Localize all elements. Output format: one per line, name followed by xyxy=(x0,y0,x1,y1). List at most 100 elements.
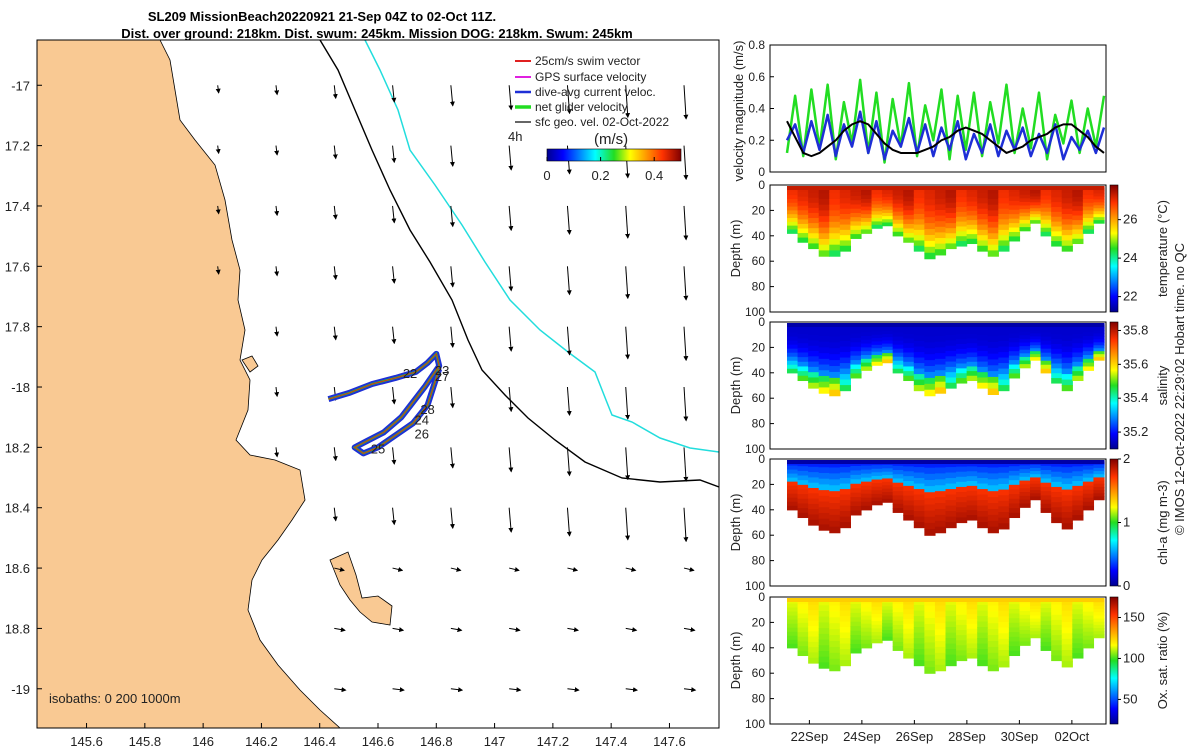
section-cell xyxy=(924,389,936,397)
section-cell xyxy=(903,495,915,502)
section-cell xyxy=(818,616,830,623)
section-surface-cell xyxy=(845,598,851,602)
section-cell xyxy=(956,655,968,662)
section-cell xyxy=(966,461,978,468)
section-cell xyxy=(1030,357,1042,361)
section-cell xyxy=(871,631,883,637)
time-x-tick-label: 30Sep xyxy=(1001,729,1039,744)
section-surface-cell xyxy=(1061,598,1068,602)
section-cell xyxy=(1072,485,1084,492)
section-cell xyxy=(797,210,809,216)
section-surface-cell xyxy=(818,323,825,327)
section-surface-cell xyxy=(823,323,830,327)
section-surface-cell xyxy=(950,598,957,602)
section-cell xyxy=(998,644,1010,651)
section-cell xyxy=(882,356,894,361)
section-cell xyxy=(839,605,851,612)
track-day-label: 25 xyxy=(371,441,385,456)
section-cell xyxy=(808,503,820,510)
section-cell xyxy=(956,624,968,631)
section-cell xyxy=(1008,646,1021,652)
section-cell xyxy=(882,330,894,335)
section-surface-cell xyxy=(855,460,862,464)
section-surface-cell xyxy=(860,598,867,602)
section-cell xyxy=(808,361,820,368)
section-cell xyxy=(1093,351,1105,355)
section-cell xyxy=(818,358,830,366)
section-surface-cell xyxy=(1045,323,1052,327)
section-cell xyxy=(1019,476,1031,482)
section-cell xyxy=(966,619,978,625)
section-cell xyxy=(1093,202,1105,206)
section-cell xyxy=(1082,631,1095,637)
section-cell xyxy=(903,515,915,521)
section-cell xyxy=(1051,373,1063,379)
section-cell xyxy=(1093,217,1105,221)
section-cell xyxy=(850,333,862,339)
section-cell xyxy=(892,215,904,221)
section-cell xyxy=(1072,599,1084,606)
velocity-y-tick-label: 0.4 xyxy=(748,102,765,116)
current-arrow xyxy=(509,627,521,633)
section-cell xyxy=(1019,465,1031,470)
section-cell xyxy=(797,475,809,481)
section-cell xyxy=(956,614,968,621)
current-arrow xyxy=(508,85,514,111)
section-cell xyxy=(871,351,883,356)
section-surface-cell xyxy=(982,186,989,190)
section-cell xyxy=(987,342,999,349)
section-cell xyxy=(871,327,883,332)
section-surface-cell xyxy=(966,460,973,464)
section-cell xyxy=(860,332,873,337)
section-surface-cell xyxy=(802,598,809,602)
section-cell xyxy=(1061,357,1073,364)
section-cell xyxy=(998,357,1010,364)
section-cell xyxy=(860,339,873,345)
section-cell xyxy=(977,516,989,523)
section-cell xyxy=(871,201,883,206)
section-cell xyxy=(1030,333,1042,337)
section-cell xyxy=(1019,342,1031,347)
section-cell xyxy=(903,490,915,497)
section-cell xyxy=(860,195,873,200)
section-cell xyxy=(1008,632,1021,638)
section-cell xyxy=(966,329,978,335)
map-y-tick-label: 18.4 xyxy=(5,501,30,516)
section-cell xyxy=(977,356,989,363)
section-cell xyxy=(882,616,894,621)
section-cell xyxy=(945,467,957,474)
section-cell xyxy=(829,204,841,211)
section-cell xyxy=(987,376,999,384)
section-cell xyxy=(903,638,915,644)
section-cell xyxy=(892,608,904,613)
section-cell xyxy=(945,212,957,219)
section-cell xyxy=(871,221,883,226)
current-arrow xyxy=(683,447,689,482)
section-cell xyxy=(956,211,968,218)
section-cell xyxy=(797,650,809,657)
section-cell xyxy=(787,218,799,223)
section-surface-cell xyxy=(1098,598,1105,602)
section-cell xyxy=(966,510,978,516)
section-cell xyxy=(945,329,957,336)
section-cell xyxy=(1030,193,1042,198)
section-cell xyxy=(1030,351,1042,355)
section-cell xyxy=(1061,512,1073,519)
section-cell xyxy=(913,213,925,220)
section-cell xyxy=(1030,486,1042,491)
current-arrow xyxy=(625,326,631,360)
section-cell xyxy=(787,493,799,499)
section-cell xyxy=(934,187,947,194)
section-cell xyxy=(808,519,820,526)
section-cell xyxy=(1030,354,1042,358)
section-cell xyxy=(977,632,989,639)
section-cell xyxy=(850,351,862,357)
section-cell xyxy=(913,357,925,364)
section-cell xyxy=(903,599,915,606)
section-cell xyxy=(945,223,957,229)
section-cell xyxy=(882,206,894,211)
section-cell xyxy=(913,240,925,247)
section-cell xyxy=(829,221,841,229)
section-cell xyxy=(829,467,841,474)
current-arrow xyxy=(683,627,696,633)
